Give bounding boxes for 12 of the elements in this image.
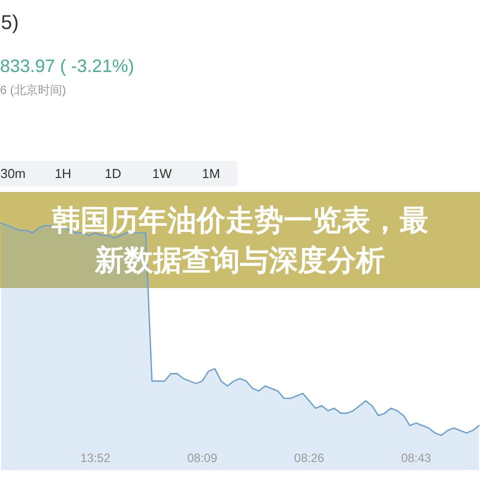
text: 833.97 ( -3.21%) <box>0 56 134 76</box>
text: 5) <box>1 12 19 34</box>
text: 1H <box>54 166 72 181</box>
text: 1M <box>202 166 220 181</box>
text: 1W <box>152 166 172 181</box>
x-tick-label: 13:52 <box>80 451 111 465</box>
x-tick-label: 08:26 <box>294 451 325 465</box>
text: 6 (北京时间) <box>0 83 66 97</box>
text: 30m <box>0 166 26 181</box>
text: 1D <box>104 166 122 181</box>
x-tick-label: 08:09 <box>187 451 218 465</box>
x-tick-label: 08:43 <box>401 451 432 465</box>
